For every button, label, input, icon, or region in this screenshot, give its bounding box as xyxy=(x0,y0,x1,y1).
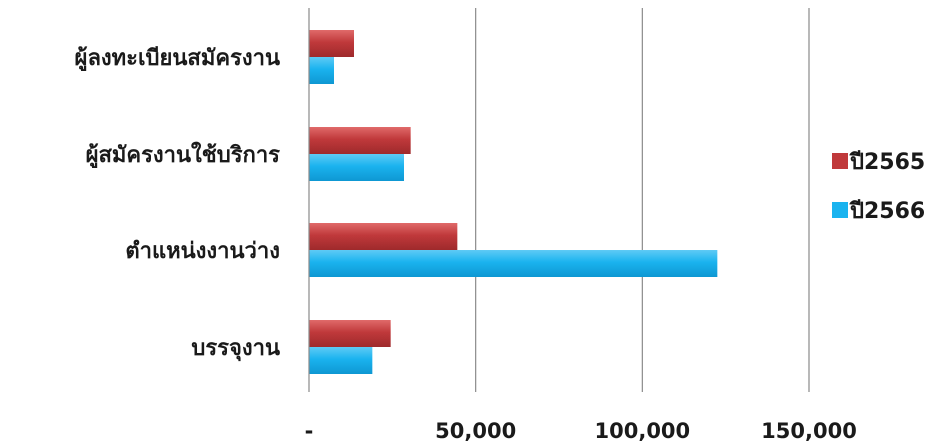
category-label: ผู้สมัครงานใช้บริการ xyxy=(86,141,281,169)
category-label: ตำแหน่งงานว่าง xyxy=(125,239,280,264)
gridlines xyxy=(476,8,809,392)
category-label: บรรจุงาน xyxy=(191,336,280,362)
bars xyxy=(309,30,717,374)
x-tick-label: - xyxy=(305,419,314,442)
legend: ปี2565 ปี2566 xyxy=(832,150,925,224)
bar-series-1-category-3 xyxy=(309,347,372,374)
legend-swatch-series-1 xyxy=(832,202,848,218)
bar-series-0-category-0 xyxy=(309,30,354,57)
legend-label-series-0: ปี2565 xyxy=(849,150,925,175)
bar-series-1-category-0 xyxy=(309,57,334,84)
x-tick-label: 100,000 xyxy=(595,419,691,442)
labels: - 50,000 100,000 150,000 ผู้ลงทะเบียนสมัครงา… xyxy=(75,46,857,442)
bar-series-0-category-1 xyxy=(309,127,411,154)
category-label: ผู้ลงทะเบียนสมัครงาน xyxy=(75,46,280,72)
bar-series-1-category-2 xyxy=(309,250,717,277)
bar-series-1-category-1 xyxy=(309,154,404,181)
legend-label-series-1: ปี2566 xyxy=(849,199,925,224)
bar-series-0-category-2 xyxy=(309,223,457,250)
bar-series-0-category-3 xyxy=(309,320,391,347)
legend-swatch-series-0 xyxy=(832,153,848,169)
x-tick-label: 150,000 xyxy=(761,419,857,442)
x-tick-label: 50,000 xyxy=(435,419,516,442)
